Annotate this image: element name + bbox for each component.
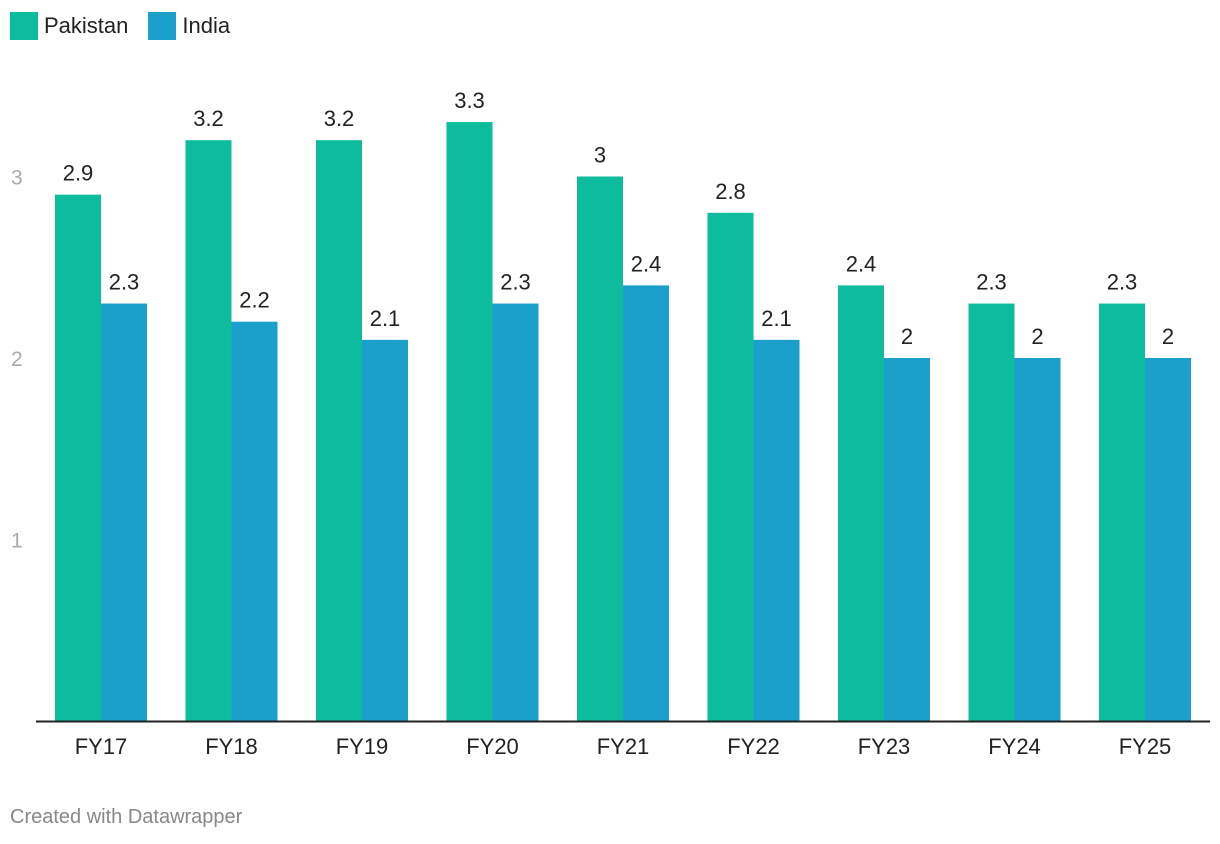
- value-label-pakistan-fy24: 2.3: [976, 270, 1007, 295]
- bar-india-fy21: [623, 285, 669, 721]
- x-tick-label-fy21: FY21: [597, 734, 650, 759]
- value-label-india-fy19: 2.1: [370, 306, 401, 331]
- bar-pakistan-fy19: [316, 140, 362, 721]
- value-label-india-fy20: 2.3: [500, 270, 531, 295]
- legend-swatch-india: [148, 12, 177, 40]
- value-label-pakistan-fy19: 3.2: [324, 106, 355, 131]
- bar-india-fy18: [231, 321, 278, 721]
- x-tick-label-fy18: FY18: [205, 734, 258, 759]
- value-label-india-fy24: 2: [1031, 324, 1043, 349]
- x-tick-label-fy24: FY24: [988, 734, 1041, 759]
- legend-item-india: India: [148, 12, 230, 40]
- value-label-pakistan-fy25: 2.3: [1107, 270, 1138, 295]
- value-label-pakistan-fy22: 2.8: [715, 179, 746, 204]
- value-label-pakistan-fy17: 2.9: [63, 161, 94, 186]
- x-tick-label-fy25: FY25: [1119, 734, 1172, 759]
- value-label-pakistan-fy18: 3.2: [193, 106, 224, 131]
- value-label-pakistan-fy23: 2.4: [846, 251, 877, 276]
- y-tick-label: 3: [11, 167, 23, 190]
- bar-india-fy20: [492, 303, 539, 721]
- value-label-india-fy18: 2.2: [239, 288, 270, 313]
- bar-chart: 1 2 3 2.9 2.3 FY17 3.2 2.2 FY18 3.2 2.1 FY19 3.3 2.3 F…: [11, 88, 1210, 759]
- bar-pakistan-fy17: [55, 194, 101, 721]
- bar-india-fy24: [1014, 358, 1061, 721]
- bar-pakistan-fy24: [968, 303, 1015, 721]
- legend-swatch-pakistan: [10, 12, 38, 40]
- value-label-india-fy21: 2.4: [631, 251, 662, 276]
- bar-pakistan-fy20: [446, 122, 493, 722]
- bar-pakistan-fy22: [707, 212, 754, 722]
- bar-pakistan-fy25: [1099, 303, 1145, 721]
- value-label-india-fy23: 2: [901, 324, 913, 349]
- bar-india-fy19: [362, 339, 408, 721]
- x-tick-label-fy23: FY23: [858, 734, 911, 759]
- bar-pakistan-fy21: [577, 176, 623, 721]
- value-label-india-fy25: 2: [1162, 324, 1174, 349]
- x-tick-label-fy20: FY20: [466, 734, 519, 759]
- bar-india-fy25: [1145, 358, 1191, 721]
- legend-item-pakistan: Pakistan: [10, 12, 128, 40]
- footer-credit: Created with Datawrapper: [10, 806, 243, 828]
- bar-india-fy17: [101, 303, 147, 721]
- legend-label-pakistan: Pakistan: [44, 13, 129, 38]
- legend-label-india: India: [182, 13, 231, 38]
- chart-legend: Pakistan India: [10, 12, 230, 40]
- value-label-india-fy17: 2.3: [109, 270, 140, 295]
- y-tick-label: 1: [11, 530, 23, 553]
- value-label-pakistan-fy20: 3.3: [454, 88, 485, 113]
- value-label-pakistan-fy21: 3: [594, 143, 606, 168]
- bar-india-fy23: [884, 358, 930, 721]
- bar-pakistan-fy18: [185, 140, 232, 721]
- x-tick-label-fy19: FY19: [336, 734, 389, 759]
- bar-india-fy22: [753, 339, 800, 721]
- x-tick-label-fy17: FY17: [75, 734, 128, 759]
- y-tick-label: 2: [11, 348, 23, 371]
- bar-pakistan-fy23: [838, 285, 884, 721]
- x-tick-label-fy22: FY22: [727, 734, 780, 759]
- value-label-india-fy22: 2.1: [761, 306, 792, 331]
